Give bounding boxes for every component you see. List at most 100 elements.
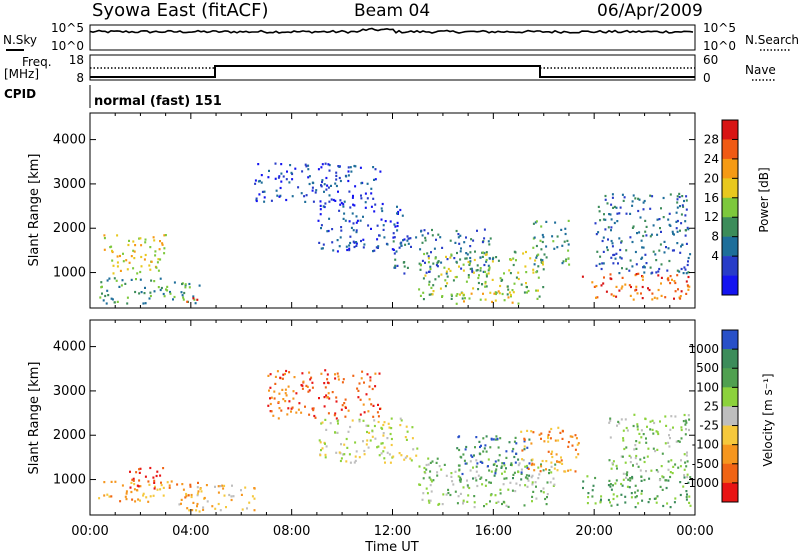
power-cell — [462, 263, 465, 266]
velocity-cell — [309, 378, 312, 381]
velocity-cell — [466, 479, 468, 482]
power-cell — [367, 224, 370, 227]
velocity-cell — [326, 373, 329, 376]
velocity-cell — [547, 433, 550, 436]
power-cell — [427, 232, 430, 235]
velocity-cell — [624, 418, 627, 421]
velocity-cell — [470, 454, 473, 457]
power-cell — [180, 291, 183, 294]
power-cell — [159, 240, 161, 243]
velocity-cell — [653, 497, 656, 500]
power-cell — [143, 292, 146, 295]
velocity-cell — [577, 453, 580, 456]
power-cell — [607, 238, 609, 241]
freq-label-line2: [MHz] — [4, 67, 39, 81]
velocity-cell — [187, 494, 190, 497]
velocity-cell — [620, 455, 623, 458]
power-cell — [449, 239, 452, 242]
power-colorbar-label: 24 — [704, 152, 719, 166]
power-cell — [467, 276, 470, 279]
velocity-cell — [381, 442, 384, 445]
velocity-cell — [591, 489, 594, 492]
velocity-cell — [423, 471, 426, 474]
power-cell — [683, 266, 686, 269]
velocity-cell — [371, 387, 374, 391]
power-cell — [319, 200, 322, 203]
power-cell — [484, 298, 487, 301]
power-cell — [364, 206, 367, 209]
power-colorbar-label: 8 — [711, 230, 719, 244]
power-cell — [663, 240, 666, 243]
power-cell — [396, 264, 399, 267]
velocity-cell — [549, 481, 552, 484]
power-cell — [611, 196, 614, 199]
velocity-cell — [535, 485, 537, 488]
power-cell — [680, 222, 683, 225]
power-cell — [406, 239, 409, 242]
power-cell — [630, 285, 632, 289]
velocity-cell — [336, 419, 339, 423]
power-cell — [525, 250, 527, 254]
velocity-cell — [477, 474, 480, 477]
power-cell — [161, 242, 164, 245]
velocity-cell — [661, 452, 664, 455]
velocity-cell — [462, 499, 465, 502]
power-cell — [111, 298, 114, 301]
velocity-cell — [458, 464, 461, 467]
power-cell — [459, 293, 461, 296]
velocity-cell — [454, 470, 457, 473]
velocity-cell — [106, 493, 109, 496]
power-cell — [324, 162, 327, 165]
power-cell — [634, 197, 637, 200]
velocity-cell — [594, 502, 597, 505]
velocity-cell — [410, 459, 413, 462]
velocity-cell — [679, 493, 682, 497]
velocity-cell — [686, 493, 688, 496]
power-cell — [506, 285, 509, 288]
velocity-cell — [197, 490, 200, 493]
power-cell — [481, 251, 484, 254]
power-cell — [307, 168, 310, 171]
power-heatmap-cells — [99, 162, 692, 305]
power-cell — [349, 235, 352, 238]
power-cell — [139, 278, 142, 281]
power-colorbar-frame — [721, 119, 739, 296]
velocity-cell — [147, 500, 150, 503]
velocity-cell — [637, 465, 640, 468]
power-cell — [636, 232, 638, 235]
velocity-cell — [653, 421, 656, 425]
velocity-cell — [287, 407, 290, 410]
velocity-cell — [512, 473, 515, 476]
power-cell — [542, 286, 545, 289]
power-cell — [640, 292, 642, 295]
velocity-cell — [469, 469, 472, 472]
power-cell — [470, 292, 473, 295]
power-cell — [472, 287, 475, 290]
velocity-cell — [513, 471, 516, 474]
velocity-cell — [612, 460, 615, 463]
power-cell — [477, 281, 480, 285]
velocity-cell — [667, 468, 670, 471]
power-cell — [113, 301, 116, 304]
velocity-cell — [372, 404, 375, 407]
velocity-cell — [348, 453, 351, 456]
velocity-cell — [671, 472, 674, 475]
velocity-cell — [293, 376, 296, 379]
power-cell — [657, 274, 660, 277]
power-cell — [133, 250, 136, 253]
velocity-cell — [361, 370, 364, 373]
velocity-cell — [345, 437, 348, 441]
velocity-cell — [612, 497, 615, 501]
power-cell — [107, 294, 110, 297]
velocity-cell — [462, 453, 465, 456]
velocity-cell — [683, 474, 686, 477]
power-cell — [615, 206, 618, 209]
power-cell — [660, 294, 663, 297]
sky-tick-bottom: 10^0 — [51, 39, 84, 53]
power-colorbar-label: 16 — [704, 191, 719, 205]
velocity-cell — [324, 453, 327, 456]
power-cell — [652, 224, 655, 227]
velocity-cell — [520, 478, 523, 481]
velocity-cell — [273, 397, 276, 400]
power-cell — [459, 234, 462, 237]
